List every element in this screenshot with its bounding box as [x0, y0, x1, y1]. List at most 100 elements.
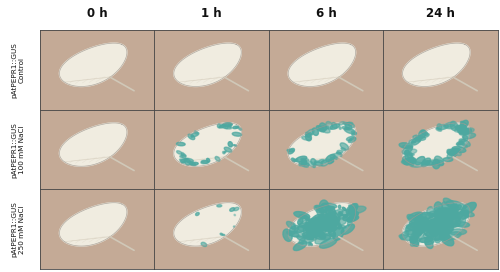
Ellipse shape — [330, 218, 339, 222]
Ellipse shape — [414, 228, 424, 241]
Ellipse shape — [440, 217, 446, 225]
Ellipse shape — [318, 231, 332, 236]
Ellipse shape — [414, 214, 426, 222]
Text: pAtPEPR1::GUS
100 mM NaCl: pAtPEPR1::GUS 100 mM NaCl — [12, 122, 24, 178]
Ellipse shape — [312, 233, 320, 236]
Ellipse shape — [466, 129, 471, 133]
Ellipse shape — [460, 139, 466, 143]
Polygon shape — [288, 123, 356, 166]
Ellipse shape — [306, 219, 310, 225]
Ellipse shape — [410, 233, 418, 243]
Ellipse shape — [299, 161, 309, 166]
Ellipse shape — [340, 210, 356, 216]
Ellipse shape — [446, 222, 460, 227]
Ellipse shape — [426, 241, 434, 245]
Ellipse shape — [402, 156, 410, 165]
Ellipse shape — [338, 225, 342, 229]
Ellipse shape — [346, 203, 358, 214]
Ellipse shape — [298, 226, 315, 233]
Ellipse shape — [436, 209, 448, 220]
Ellipse shape — [224, 147, 232, 152]
Ellipse shape — [320, 233, 324, 239]
Ellipse shape — [344, 122, 352, 126]
Ellipse shape — [299, 236, 316, 243]
Ellipse shape — [414, 221, 423, 234]
Ellipse shape — [328, 225, 336, 232]
Ellipse shape — [454, 153, 457, 156]
Ellipse shape — [402, 159, 414, 165]
Ellipse shape — [444, 224, 448, 228]
Ellipse shape — [463, 135, 468, 141]
Ellipse shape — [300, 216, 308, 222]
Ellipse shape — [334, 156, 337, 159]
Ellipse shape — [415, 212, 434, 219]
Ellipse shape — [318, 218, 324, 227]
Ellipse shape — [302, 159, 306, 163]
Ellipse shape — [430, 219, 437, 225]
Ellipse shape — [411, 162, 414, 166]
Ellipse shape — [191, 132, 199, 137]
Ellipse shape — [412, 141, 416, 143]
Ellipse shape — [399, 235, 411, 240]
Ellipse shape — [420, 133, 429, 138]
Ellipse shape — [438, 222, 447, 232]
Ellipse shape — [316, 231, 320, 235]
Ellipse shape — [416, 140, 420, 142]
Ellipse shape — [402, 146, 412, 154]
Ellipse shape — [296, 156, 307, 162]
Ellipse shape — [312, 216, 324, 226]
Ellipse shape — [448, 208, 454, 212]
Ellipse shape — [446, 212, 463, 218]
Ellipse shape — [194, 131, 198, 134]
Ellipse shape — [287, 231, 299, 237]
Ellipse shape — [464, 212, 468, 217]
Ellipse shape — [314, 222, 326, 230]
Ellipse shape — [176, 142, 185, 146]
Ellipse shape — [331, 215, 338, 225]
Ellipse shape — [326, 221, 329, 224]
Ellipse shape — [446, 201, 466, 210]
Ellipse shape — [288, 225, 299, 235]
Ellipse shape — [418, 130, 426, 138]
Ellipse shape — [450, 121, 458, 131]
Ellipse shape — [306, 232, 314, 240]
Ellipse shape — [405, 159, 409, 161]
Ellipse shape — [419, 227, 424, 234]
Ellipse shape — [330, 158, 334, 162]
Ellipse shape — [318, 223, 324, 230]
Ellipse shape — [452, 147, 466, 153]
Ellipse shape — [221, 125, 228, 129]
Ellipse shape — [449, 205, 458, 210]
Ellipse shape — [301, 158, 309, 162]
Ellipse shape — [182, 153, 186, 159]
Ellipse shape — [333, 227, 344, 240]
Ellipse shape — [458, 143, 468, 148]
Ellipse shape — [313, 164, 316, 168]
Ellipse shape — [441, 214, 454, 226]
Ellipse shape — [326, 225, 336, 231]
Ellipse shape — [407, 214, 420, 224]
Ellipse shape — [340, 143, 348, 150]
Ellipse shape — [462, 128, 470, 134]
Ellipse shape — [432, 216, 444, 227]
Ellipse shape — [410, 159, 415, 164]
Ellipse shape — [182, 153, 184, 156]
Ellipse shape — [206, 158, 210, 162]
Ellipse shape — [410, 237, 418, 246]
Ellipse shape — [328, 219, 334, 223]
Ellipse shape — [297, 236, 305, 241]
Ellipse shape — [315, 217, 324, 221]
Ellipse shape — [404, 149, 416, 154]
Ellipse shape — [445, 122, 456, 127]
Ellipse shape — [442, 211, 448, 217]
Ellipse shape — [424, 221, 430, 229]
Ellipse shape — [332, 220, 336, 222]
Ellipse shape — [425, 232, 437, 237]
Ellipse shape — [318, 222, 324, 230]
Ellipse shape — [321, 214, 330, 219]
Ellipse shape — [428, 223, 436, 234]
Ellipse shape — [346, 123, 352, 130]
Ellipse shape — [402, 145, 410, 148]
Ellipse shape — [460, 120, 468, 128]
Ellipse shape — [180, 159, 188, 162]
